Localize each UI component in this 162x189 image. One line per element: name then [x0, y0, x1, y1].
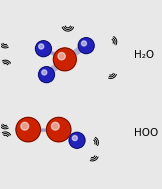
Circle shape	[16, 117, 40, 142]
Text: HOO: HOO	[133, 128, 158, 138]
Circle shape	[39, 67, 54, 83]
Circle shape	[58, 53, 65, 60]
Circle shape	[81, 41, 87, 46]
Text: H₂O: H₂O	[133, 50, 154, 60]
Circle shape	[69, 132, 85, 148]
Circle shape	[78, 38, 94, 53]
Circle shape	[51, 122, 59, 130]
Circle shape	[35, 41, 51, 57]
Circle shape	[46, 117, 71, 142]
Circle shape	[21, 122, 29, 130]
Circle shape	[53, 48, 76, 71]
Circle shape	[42, 70, 47, 75]
Circle shape	[39, 44, 44, 49]
Circle shape	[72, 136, 77, 141]
